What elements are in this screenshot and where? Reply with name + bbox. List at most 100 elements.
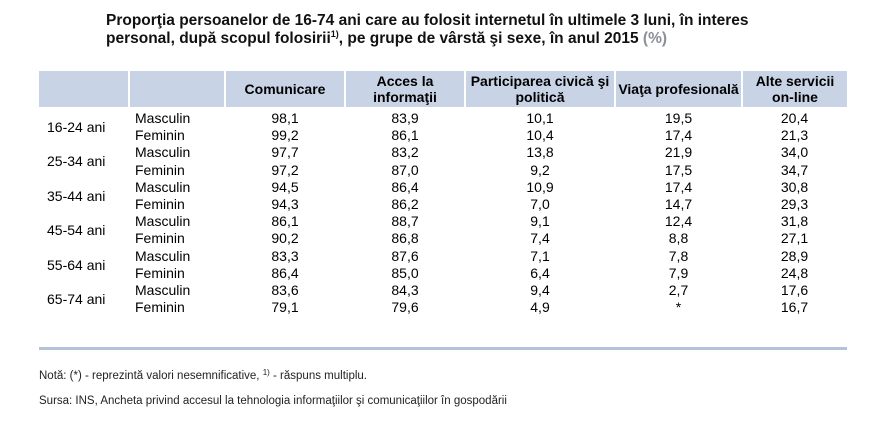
age-group-label: 65-74 ani [47,290,106,307]
table-row: Feminin 86,4 85,0 6,4 7,9 24,8 [39,265,847,282]
table-row: 25-34 ani Masculin 97,7 83,2 13,8 21,9 34,0 [39,144,847,169]
table-cell: 97,7 [271,144,299,161]
age-group-label: 55-64 ani [47,256,106,273]
table-cell: 17,4 [664,127,693,144]
sex-label: Feminin [135,264,185,281]
table-cell: 20,4 [780,110,809,127]
table-row: 65-74 ani Masculin 83,6 84,3 9,4 2,7 17,6 [39,281,847,307]
table-cell: * [675,299,682,316]
sex-label: Feminin [135,127,185,144]
table-body: 16-24 ani Masculin 98,1 83,9 10,1 19,5 20,4 Fem… [39,107,847,316]
column-header: Participarea civică şi politică [465,71,616,107]
sex-label: Masculin [135,213,191,230]
sex-label: Masculin [135,281,191,298]
note-suffix: - răspuns multiplu. [273,370,367,382]
sex-label: Masculin [135,247,191,264]
title-line-2: personal, după scopul folosirii1), pe gr… [106,30,766,48]
table-cell: 7,1 [530,247,550,264]
table-cell: 83,3 [271,247,299,264]
table-cell: 14,7 [664,196,693,213]
column-header [129,71,226,107]
table-cell: 9,2 [530,161,550,178]
table-cell: 86,4 [271,264,299,281]
table-cell: 31,8 [780,213,809,230]
sex-label: Feminin [135,299,185,316]
table-cell: 21,9 [664,144,693,161]
title-line-2b: , pe grupe de vârstă şi sexe, în anul 20… [338,30,639,47]
table-cell: 2,7 [668,281,689,298]
table-row: Feminin 90,2 86,8 7,4 8,8 27,1 [39,230,847,247]
table-cell: 10,1 [526,110,554,127]
table-cell: 17,6 [780,281,809,298]
header-row: Comunicare Acces la informaţii Participare… [39,71,847,107]
title-footnote-mark: 1) [330,29,339,39]
note-mark: 1) [262,368,270,377]
table-cell: 86,1 [391,127,419,144]
table-cell: 84,3 [391,281,419,298]
table-cell: 9,1 [530,213,550,230]
sex-label: Feminin [135,161,185,178]
sex-label: Masculin [135,144,191,161]
column-header: Alte servicii on-line [742,71,847,107]
column-header: Comunicare [225,71,346,107]
table-cell: 4,9 [530,299,550,316]
table-row: Feminin 97,2 87,0 9,2 17,5 34,7 [39,162,847,179]
table-cell: 10,4 [526,127,554,144]
table-cell: 83,6 [271,281,299,298]
table-row: Feminin 79,1 79,6 4,9 * 16,7 [39,299,847,316]
table-cell: 86,4 [391,178,419,195]
table-cell: 27,1 [780,230,809,247]
table-cell: 7,4 [530,230,550,247]
table-cell: 88,7 [391,213,419,230]
table-cell: 7,0 [530,196,550,213]
table-title: Proporţia persoanelor de 16-74 ani care … [106,12,766,48]
table-row: Feminin 99,2 86,1 10,4 17,4 21,3 [39,127,847,144]
table-bottom-rule [39,347,847,350]
table-cell: 7,9 [668,264,689,281]
table-cell: 19,5 [664,110,693,127]
sex-label: Feminin [135,196,185,213]
table-cell: 8,8 [668,230,689,247]
sex-label: Masculin [135,178,191,195]
footnote: Notă: (*) - reprezintă valori nesemnific… [39,368,367,383]
table-cell: 86,1 [271,213,299,230]
title-line-2a: personal, după scopul folosirii [106,30,331,47]
table-cell: 87,6 [391,247,419,264]
sex-label: Feminin [135,230,185,247]
table-cell: 9,4 [530,281,550,298]
table-cell: 79,1 [271,299,299,316]
sex-label: Masculin [135,110,191,127]
table-cell: 34,0 [780,144,809,161]
column-header: Viaţa profesională [615,71,743,107]
table-row: 35-44 ani Masculin 94,5 86,4 10,9 17,4 30,8 [39,178,847,204]
table-cell: 10,9 [526,178,554,195]
table-cell: 83,2 [391,144,419,161]
table-cell: 34,7 [780,161,809,178]
table-cell: 6,4 [530,264,550,281]
age-group-label: 35-44 ani [47,187,106,204]
table-cell: 83,9 [391,110,419,127]
column-header [39,71,130,107]
data-table: Comunicare Acces la informaţii Participare… [39,71,847,316]
table-cell: 17,5 [664,161,693,178]
title-line-1: Proporţia persoanelor de 16-74 ani care … [106,12,749,29]
table-cell: 21,3 [780,127,809,144]
table-cell: 13,8 [526,144,554,161]
table-cell: 99,2 [271,127,299,144]
table-cell: 16,7 [780,299,809,316]
note-prefix: Notă: (*) - reprezintă valori nesemnific… [39,370,260,382]
column-header: Acces la informaţii [345,71,466,107]
table-row: 55-64 ani Masculin 83,3 87,6 7,1 7,8 28,9 [39,247,847,273]
table-cell: 30,8 [780,178,809,195]
table-row: Feminin 94,3 86,2 7,0 14,7 29,3 [39,196,847,213]
table-cell: 12,4 [664,213,693,230]
table-cell: 24,8 [780,264,809,281]
age-group-label: 25-34 ani [47,153,106,170]
table-cell: 94,3 [271,196,299,213]
source-line: Sursa: INS, Ancheta privind accesul la t… [39,395,507,407]
age-group-label: 16-24 ani [47,119,106,135]
table-cell: 90,2 [271,230,299,247]
table-cell: 98,1 [271,110,299,127]
table-row: 45-54 ani Masculin 86,1 88,7 9,1 12,4 31,8 [39,213,847,238]
table-cell: 29,3 [780,196,809,213]
